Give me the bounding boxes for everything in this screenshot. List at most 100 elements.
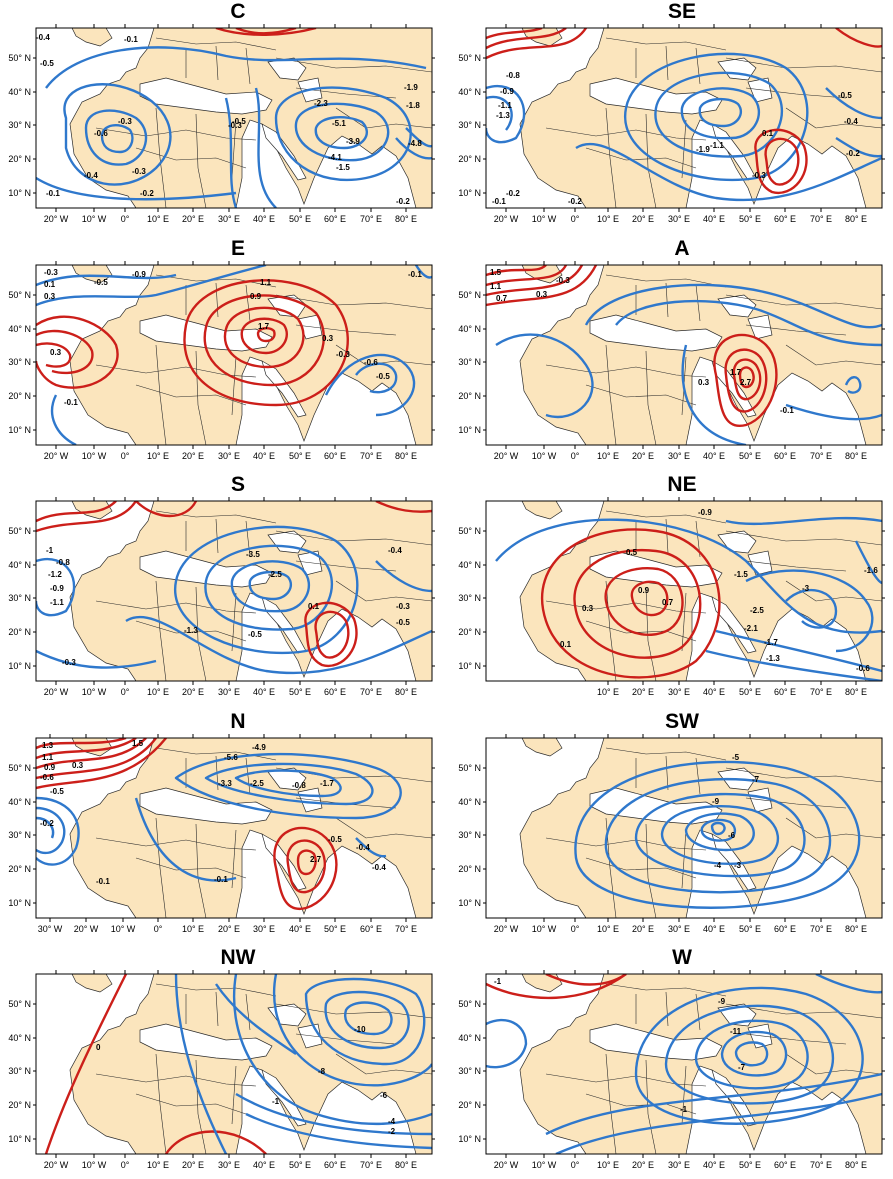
contour-label: 0.7 bbox=[662, 598, 674, 607]
map-panel-a: 1.5 1.1 0.7 0.3 -0.3 0.3 1.72.7 -0.1 50° N 40° N 3… bbox=[458, 261, 885, 461]
positive-contour bbox=[36, 501, 137, 533]
negative-contour bbox=[355, 362, 398, 394]
longitude-label: 20° E bbox=[632, 1160, 654, 1170]
panel-title-e: E bbox=[230, 237, 245, 260]
longitude-label: 20° W bbox=[44, 214, 69, 224]
positive-contour bbox=[36, 738, 147, 770]
contour-label: -0.4 bbox=[388, 546, 402, 555]
contour-label: -1 bbox=[494, 977, 502, 986]
positive-contour bbox=[835, 28, 882, 48]
contour-label: -4.9 bbox=[252, 743, 266, 752]
contour-label: -0.5 bbox=[328, 835, 342, 844]
longitude-label: 0° bbox=[121, 214, 130, 224]
negative-contour bbox=[604, 777, 832, 894]
longitude-label: 80° E bbox=[395, 687, 417, 697]
longitude-label: 70° E bbox=[360, 1160, 382, 1170]
map-panel-sw: -5 -7 -9 -6 -4 -3 50° N 40° N 30° N 20° N 10° N 20°… bbox=[458, 734, 885, 934]
contour-label: -3 bbox=[802, 584, 810, 593]
positive-contour bbox=[486, 974, 627, 1000]
contour-label: -0.4 bbox=[36, 33, 50, 42]
negative-contour bbox=[36, 558, 76, 617]
contour-label: 1.5 bbox=[132, 739, 144, 748]
latitude-label: 20° N bbox=[8, 627, 31, 637]
contour-label: -1.1 bbox=[710, 141, 724, 150]
contour-label: -1.6 bbox=[864, 566, 878, 575]
longitude-label: 10° E bbox=[147, 214, 169, 224]
longitude-label: 60° E bbox=[774, 214, 796, 224]
contour-label: -5 bbox=[732, 753, 740, 762]
contour-label: -1.1 bbox=[498, 101, 512, 110]
contour-label: -0.3 bbox=[62, 658, 76, 667]
negative-contour bbox=[785, 589, 838, 629]
contour-label: -2.5 bbox=[250, 779, 264, 788]
longitude-label: 80° E bbox=[845, 687, 867, 697]
contour-label: -0.3 bbox=[118, 117, 132, 126]
longitude-label: 30° E bbox=[218, 687, 240, 697]
contour-label: -0.8 bbox=[56, 558, 70, 567]
longitude-label: 30° E bbox=[218, 214, 240, 224]
contour-label: 0.9 bbox=[44, 763, 56, 772]
contour-label: -0.1 bbox=[780, 406, 794, 415]
map-frame bbox=[35, 973, 433, 1155]
contour-label: 0.3 bbox=[322, 334, 334, 343]
contour-label: -0.2 bbox=[140, 189, 154, 198]
contour-label: -0.5 bbox=[94, 278, 108, 287]
longitude-label: 30° E bbox=[253, 924, 275, 934]
longitude-label: 80° E bbox=[395, 214, 417, 224]
longitude-label: 10° E bbox=[597, 214, 619, 224]
negative-contour bbox=[294, 102, 390, 162]
contour-label: -0.4 bbox=[372, 863, 386, 872]
negative-contour bbox=[486, 1018, 528, 1069]
negative-contour bbox=[654, 71, 783, 158]
longitude-label: 20° E bbox=[182, 214, 204, 224]
longitude-label: 40° E bbox=[289, 924, 311, 934]
contour-label: -0.4 bbox=[84, 171, 98, 180]
panel-title-a: A bbox=[674, 237, 690, 260]
longitude-label: 40° E bbox=[703, 214, 725, 224]
latitude-label: 20° N bbox=[458, 864, 481, 874]
contour-label: -0.4 bbox=[844, 117, 858, 126]
negative-contour bbox=[395, 137, 432, 160]
contour-label: -3 bbox=[734, 861, 742, 870]
longitude-label: 50° E bbox=[739, 1160, 761, 1170]
contour-label: 0.3 bbox=[698, 378, 710, 387]
longitude-label: 10° W bbox=[111, 924, 136, 934]
map-frame bbox=[485, 27, 883, 209]
latitude-label: 10° N bbox=[8, 425, 31, 435]
negative-contour bbox=[495, 518, 882, 634]
contour-label: 2.7 bbox=[310, 855, 322, 864]
contour-label: -0.5 bbox=[248, 630, 262, 639]
longitude-label: 10° E bbox=[147, 687, 169, 697]
negative-contour bbox=[664, 1004, 835, 1105]
negative-contour bbox=[681, 344, 747, 445]
contour-label: -1.3 bbox=[496, 111, 510, 120]
latitude-label: 50° N bbox=[458, 53, 481, 63]
negative-contour bbox=[36, 265, 267, 307]
contour-label: -0.2 bbox=[568, 197, 582, 206]
map-panel-ne: 0.5 0.9 0.7 0.3 0.1 -0.9 -1.5 -2.5 -2.1 -1.7 -1.3 -… bbox=[458, 497, 885, 697]
negative-contour bbox=[680, 87, 761, 140]
contour-label: -0.9 bbox=[50, 584, 64, 593]
contour-label: -0.3 bbox=[44, 268, 58, 277]
negative-contour bbox=[84, 109, 148, 166]
contour-label: -1 bbox=[272, 1097, 280, 1106]
longitude-label: 50° E bbox=[289, 1160, 311, 1170]
longitude-label: 60° E bbox=[324, 1160, 346, 1170]
contour-label: -1.7 bbox=[320, 779, 334, 788]
latitude-label: 40° N bbox=[8, 87, 31, 97]
country-borders bbox=[545, 37, 882, 208]
contour-label: 0.3 bbox=[72, 761, 84, 770]
longitude-label: 10° E bbox=[597, 687, 619, 697]
latitude-label: 20° N bbox=[8, 154, 31, 164]
contour-label: -2 bbox=[388, 1127, 396, 1136]
negative-contour bbox=[575, 142, 882, 202]
positive-contour bbox=[540, 528, 721, 679]
positive-contour bbox=[36, 329, 94, 375]
contour-label: -1.1 bbox=[50, 598, 64, 607]
contour-label: -0.1 bbox=[124, 35, 138, 44]
latitude-label: 10° N bbox=[8, 898, 31, 908]
inland-sea bbox=[717, 294, 757, 318]
map-frame bbox=[35, 264, 433, 446]
latitude-label: 30° N bbox=[8, 593, 31, 603]
longitude-label: 80° E bbox=[845, 1160, 867, 1170]
